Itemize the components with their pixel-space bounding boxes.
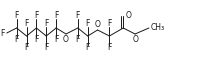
- Text: O: O: [125, 11, 131, 21]
- Text: F: F: [44, 20, 48, 29]
- Text: CH₃: CH₃: [151, 23, 165, 32]
- Text: F: F: [107, 44, 112, 53]
- Text: F: F: [24, 20, 29, 29]
- Text: F: F: [0, 29, 5, 38]
- Text: F: F: [76, 36, 80, 45]
- Text: F: F: [44, 44, 48, 53]
- Text: F: F: [54, 36, 58, 45]
- Text: F: F: [15, 36, 19, 45]
- Text: F: F: [34, 36, 39, 45]
- Text: F: F: [24, 44, 29, 53]
- Text: O: O: [95, 20, 100, 29]
- Text: F: F: [34, 11, 39, 21]
- Text: F: F: [107, 20, 112, 29]
- Text: F: F: [54, 11, 58, 21]
- Text: F: F: [85, 44, 90, 53]
- Text: O: O: [63, 35, 69, 44]
- Text: F: F: [85, 20, 90, 29]
- Text: O: O: [132, 35, 138, 44]
- Text: F: F: [15, 11, 19, 21]
- Text: F: F: [76, 11, 80, 21]
